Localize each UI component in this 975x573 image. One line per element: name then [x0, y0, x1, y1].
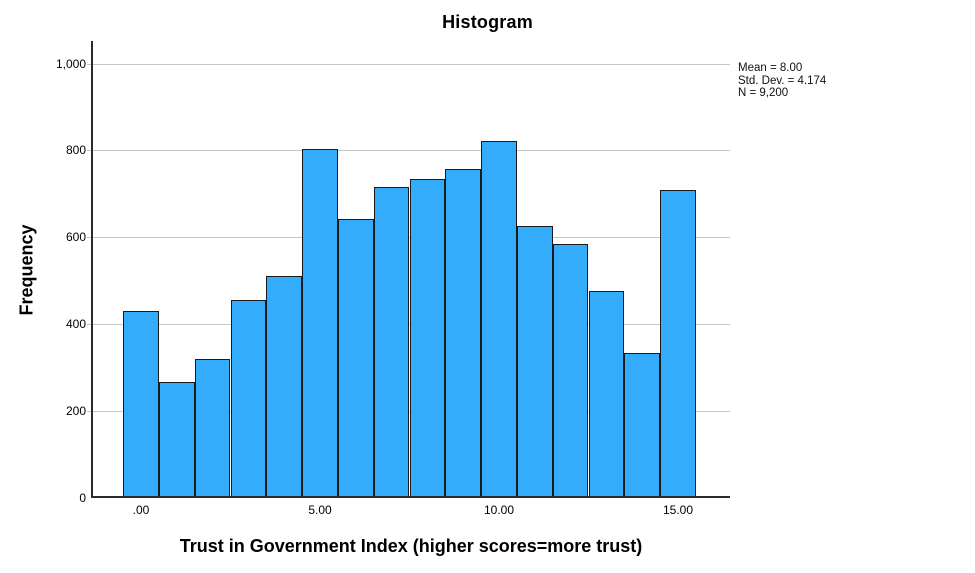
y-tick-label: 600 [65, 230, 86, 245]
histogram-bar [481, 141, 517, 498]
histogram-bar [158, 382, 195, 498]
y-tick-label: 0 [79, 491, 86, 505]
chart-title: Histogram [442, 12, 533, 32]
stats-annotation: Mean = 8.00 Std. Dev. = 4.174 N = 9,200 [738, 62, 826, 100]
y-axis-line [90, 41, 93, 498]
histogram-bar [516, 226, 553, 498]
histogram-bar [445, 169, 482, 498]
histogram-bar [409, 179, 446, 498]
x-tick-label: 10.00 [483, 503, 515, 517]
histogram-bar [588, 290, 625, 498]
histogram-bar [123, 311, 159, 498]
plot-area [87, 41, 730, 498]
y-tick-label: 1,000 [55, 56, 86, 71]
x-axis-line [90, 496, 730, 498]
stat-mean: Mean = 8.00 [738, 62, 803, 74]
histogram-bar [302, 149, 338, 498]
x-tick-label: 15.00 [662, 503, 694, 517]
gridline [87, 150, 730, 152]
stat-std-dev: Std. Dev. = 4.174 [738, 74, 827, 87]
histogram-bar [624, 352, 661, 498]
y-tick-label: 400 [65, 317, 86, 332]
histogram-bar [660, 190, 696, 498]
histogram-bar [337, 219, 374, 498]
stat-n: N = 9,200 [738, 87, 789, 99]
x-tick-label: 5.00 [308, 503, 332, 517]
gridline [87, 63, 730, 65]
histogram-bar [230, 300, 267, 498]
histogram-bar [552, 243, 589, 498]
histogram-bar [194, 358, 231, 498]
y-tick-label: 200 [65, 404, 86, 419]
histogram-bar [373, 186, 410, 498]
histogram-bar [266, 275, 303, 498]
x-axis-title: Trust in Government Index (higher scores… [179, 536, 643, 556]
x-tick-label: .00 [132, 503, 150, 517]
y-tick-label: 800 [65, 143, 86, 158]
